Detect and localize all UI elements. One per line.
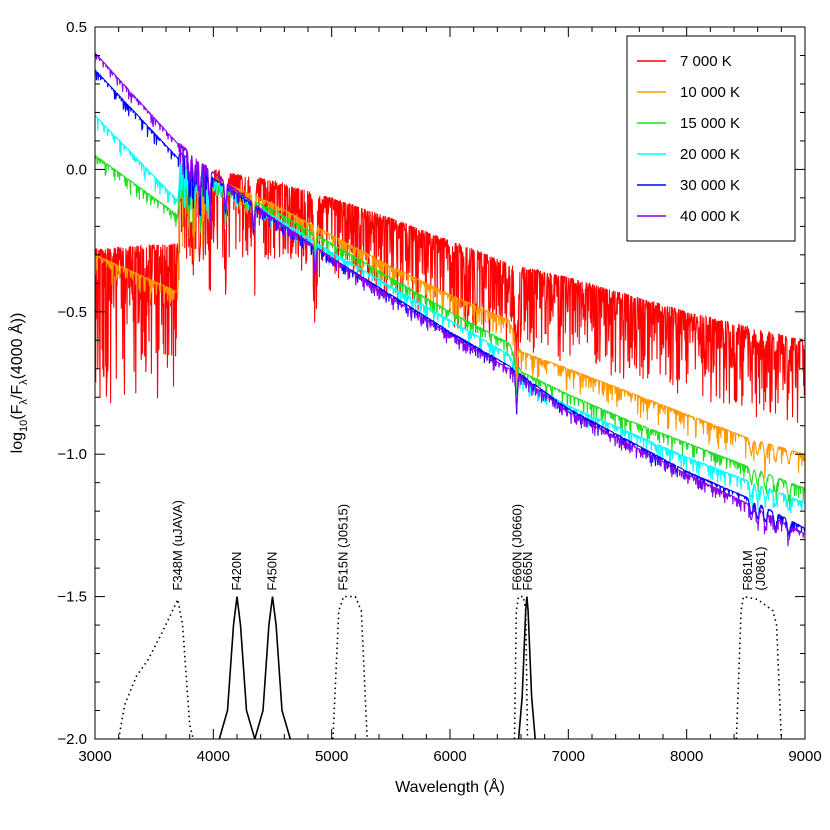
y-tick-label: −0.5 [57, 304, 87, 321]
filter-label-j0861: (J0861) [753, 547, 768, 591]
legend-label: 15 000 K [680, 115, 740, 132]
filter-curve-f861m [735, 595, 783, 740]
x-tick-label: 3000 [78, 748, 111, 765]
filter-curve-f420n [218, 596, 256, 740]
axis-tick-labels: 3000 4000 5000 6000 7000 8000 9000 −2.0 −1.5 −1.0… [57, 19, 821, 765]
legend-label: 20 000 K [680, 146, 740, 163]
x-tick-label: 8000 [670, 748, 703, 765]
filter-curve-f515n [332, 595, 368, 740]
x-tick-label: 6000 [433, 748, 466, 765]
x-tick-label: 9000 [788, 748, 821, 765]
y-tick-label: 0.0 [66, 161, 87, 178]
spectrum-line-40000k [94, 52, 806, 547]
legend-label: 10 000 K [680, 84, 740, 101]
filter-label-f861m: F861M [740, 550, 755, 590]
x-tick-label: 4000 [197, 748, 230, 765]
spectrum-line-30000k [94, 69, 806, 538]
filter-curve-f665n [517, 596, 536, 740]
filter-label-f665n: F665N [520, 552, 535, 591]
legend-label: 30 000 K [680, 177, 740, 194]
y-tick-label: 0.5 [66, 19, 87, 36]
legend-box [626, 35, 796, 242]
y-tick-label: −1.5 [57, 589, 87, 606]
filter-curve-f450n [254, 596, 292, 740]
y-tick-label: −2.0 [57, 731, 87, 748]
legend: 7 000 K 10 000 K 15 000 K 20 000 K 30 000 K 4… [626, 35, 796, 242]
filter-label-f348m: F348M (uJAVA) [170, 500, 185, 591]
filter-label-f660n: F660N (J0660) [509, 504, 524, 591]
y-tick-label: −1.0 [57, 446, 87, 463]
filter-curve-f348m [117, 596, 194, 740]
legend-label: 7 000 K [680, 53, 732, 70]
x-tick-label: 5000 [315, 748, 348, 765]
legend-label: 40 000 K [680, 208, 740, 225]
plot-content: F348M (uJAVA) F420N F450N F515N (J0515) F660… [94, 52, 806, 740]
filter-label-f515n: F515N (J0515) [336, 504, 351, 591]
y-axis-title: log10(Fλ/Fλ(4000 Å)) [7, 313, 30, 454]
filter-label-f420n: F420N [229, 552, 244, 591]
filter-label-f450n: F450N [265, 552, 280, 591]
x-axis-title: Wavelength (Å) [395, 777, 505, 796]
axis-ticks [94, 26, 806, 740]
x-tick-label: 7000 [552, 748, 585, 765]
